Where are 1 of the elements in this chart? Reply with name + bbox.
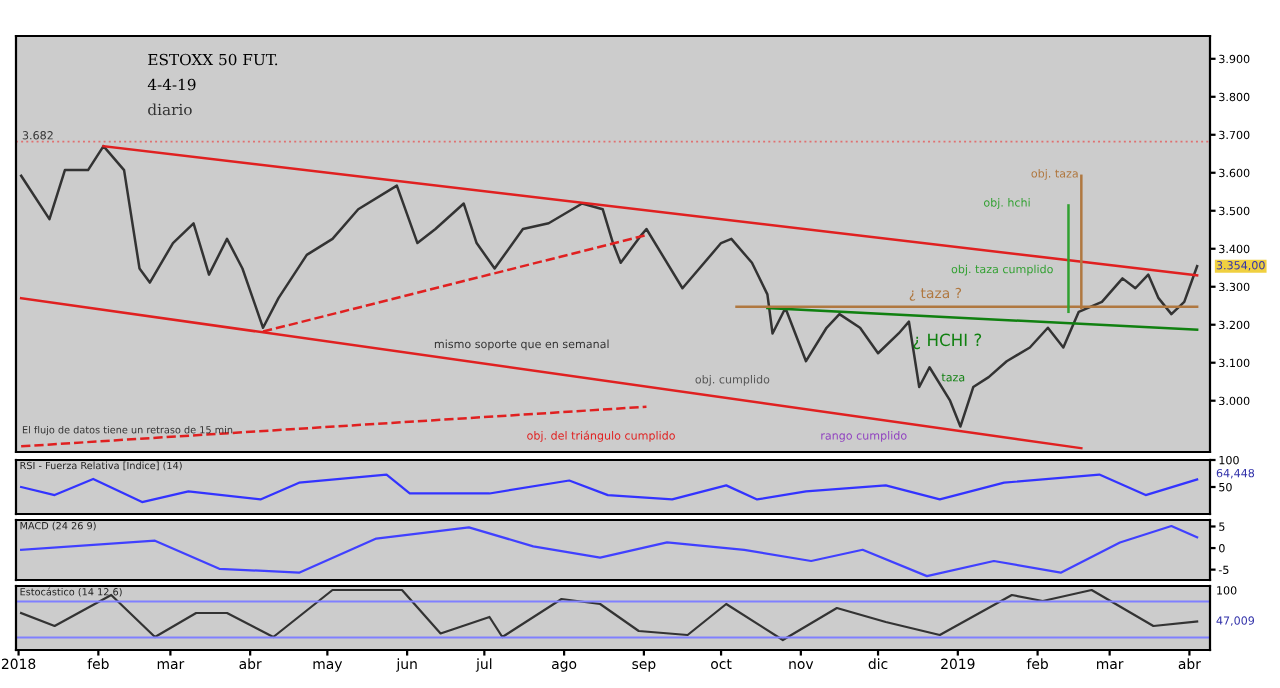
annotation: ¿ HCHI ? [913,333,982,350]
